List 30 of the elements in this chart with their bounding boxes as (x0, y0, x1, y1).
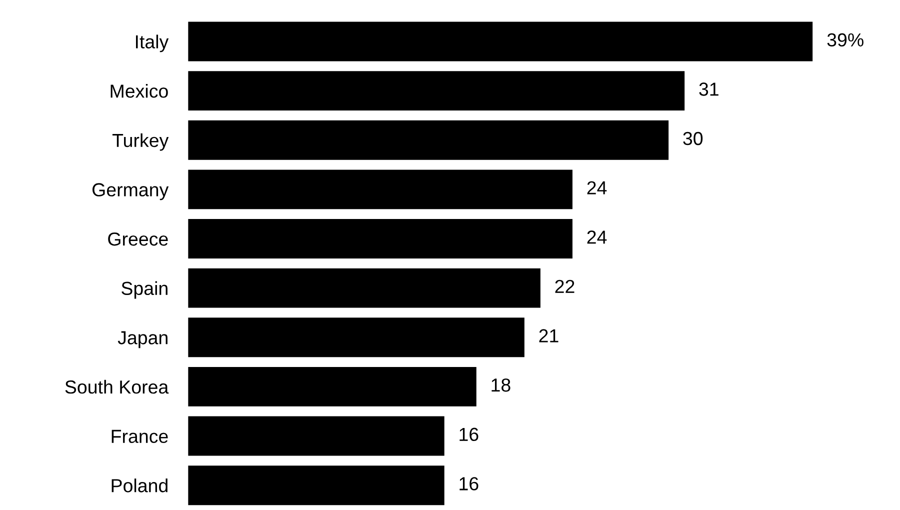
y-tick-label: South Korea (65, 380, 169, 394)
data-label: 16 (460, 428, 478, 442)
bar (188, 71, 685, 111)
y-tick-label: Germany (92, 183, 169, 200)
y-tick-label: Turkey (112, 133, 169, 151)
bar (188, 219, 572, 258)
data-label: 30 (683, 132, 703, 146)
y-tick-label: Mexico (110, 84, 168, 98)
bar (188, 22, 813, 62)
bar (188, 318, 524, 358)
bar (188, 268, 540, 308)
data-label: 31 (699, 82, 718, 96)
data-label: 39% (827, 33, 864, 47)
y-tick-label: Japan (118, 331, 168, 348)
bar (188, 170, 572, 210)
data-label: 18 (492, 378, 510, 392)
y-tick-label: Poland (112, 478, 168, 492)
data-label: 21 (539, 329, 558, 342)
bar (188, 416, 444, 456)
bar (188, 466, 444, 506)
y-tick-label: France (112, 430, 168, 444)
bar (188, 366, 476, 406)
y-tick-label: Italy (136, 34, 169, 52)
data-label: 24 (587, 181, 607, 194)
data-label: 16 (460, 477, 478, 490)
data-label: 24 (587, 230, 607, 244)
data-label: 22 (555, 280, 574, 293)
bar (188, 120, 669, 160)
y-tick-label: Spain (122, 281, 168, 299)
y-tick-label: Greece (108, 232, 168, 246)
